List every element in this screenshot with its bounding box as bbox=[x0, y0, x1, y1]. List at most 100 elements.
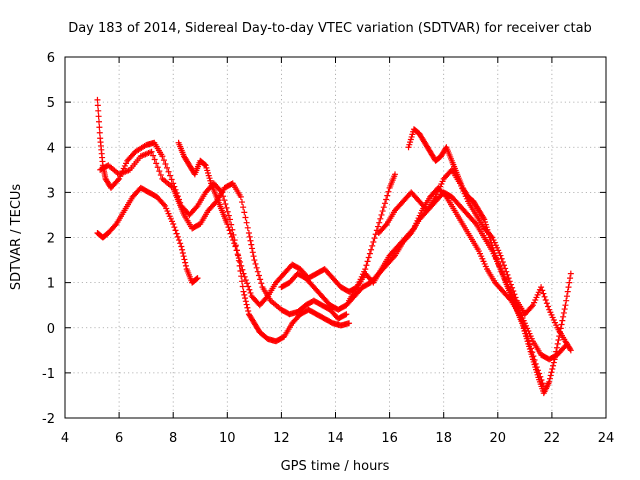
x-tick-label: 16 bbox=[381, 431, 398, 446]
series-track-2 bbox=[94, 184, 201, 286]
data-point-marker bbox=[148, 148, 155, 155]
data-point-marker bbox=[409, 226, 416, 233]
x-tick-label: 22 bbox=[544, 431, 561, 446]
grid bbox=[65, 57, 606, 418]
x-tick-label: 24 bbox=[598, 431, 615, 446]
data-point-marker bbox=[506, 278, 513, 285]
data-point-marker bbox=[242, 295, 249, 302]
series-track-8 bbox=[346, 184, 547, 390]
data-point-marker bbox=[252, 260, 259, 267]
series-track-7 bbox=[375, 166, 574, 354]
data-point-marker bbox=[532, 360, 539, 367]
series-track-3 bbox=[97, 148, 350, 322]
data-point-marker bbox=[255, 272, 262, 279]
data-point-marker bbox=[522, 327, 529, 334]
data-point-marker bbox=[178, 243, 185, 250]
data-point-marker bbox=[528, 345, 535, 352]
data-point-marker bbox=[237, 258, 244, 265]
data-point-marker bbox=[241, 273, 248, 280]
data-point-marker bbox=[224, 220, 231, 227]
data-point-marker bbox=[150, 152, 157, 159]
data-point-marker bbox=[174, 233, 181, 240]
data-point-marker bbox=[507, 281, 514, 288]
data-point-marker bbox=[559, 317, 566, 324]
data-point-marker bbox=[201, 161, 208, 168]
data-point-marker bbox=[179, 246, 186, 253]
data-point-marker bbox=[545, 303, 552, 310]
data-point-marker bbox=[245, 307, 252, 314]
data-point-marker bbox=[503, 268, 510, 275]
data-point-marker bbox=[521, 324, 528, 331]
data-point-marker bbox=[246, 286, 253, 293]
data-point-marker bbox=[383, 196, 390, 203]
data-point-marker bbox=[162, 161, 169, 168]
data-point-marker bbox=[254, 268, 261, 275]
data-point-marker bbox=[240, 204, 247, 211]
data-point-marker bbox=[538, 284, 545, 291]
x-tick-label: 14 bbox=[327, 431, 344, 446]
data-point-marker bbox=[379, 208, 386, 215]
data-point-marker bbox=[381, 200, 388, 207]
y-tick-label: 2 bbox=[47, 232, 55, 247]
y-tick-label: -1 bbox=[42, 367, 55, 382]
data-point-marker bbox=[182, 262, 189, 269]
data-point-marker bbox=[168, 176, 175, 183]
data-point-marker bbox=[519, 320, 526, 327]
data-point-marker bbox=[548, 369, 555, 376]
data-point-marker bbox=[263, 294, 270, 301]
data-point-marker bbox=[95, 107, 102, 114]
series-track-6 bbox=[405, 126, 574, 397]
data-point-marker bbox=[540, 383, 547, 390]
data-point-marker bbox=[156, 168, 163, 175]
data-point-marker bbox=[371, 235, 378, 242]
data-point-marker bbox=[224, 208, 231, 215]
data-point-marker bbox=[525, 337, 532, 344]
data-point-marker bbox=[547, 372, 554, 379]
data-point-marker bbox=[238, 262, 245, 269]
data-point-marker bbox=[243, 219, 250, 226]
data-point-marker bbox=[227, 230, 234, 237]
data-point-marker bbox=[511, 291, 518, 298]
data-point-marker bbox=[384, 192, 391, 199]
data-point-marker bbox=[567, 270, 574, 277]
data-point-marker bbox=[565, 284, 572, 291]
data-point-marker bbox=[228, 233, 235, 240]
y-axis-label: SDTVAR / TECUs bbox=[9, 184, 24, 291]
data-point-marker bbox=[539, 380, 546, 387]
data-point-marker bbox=[567, 347, 574, 354]
data-point-marker bbox=[480, 215, 487, 222]
data-point-marker bbox=[524, 333, 531, 340]
data-point-marker bbox=[499, 258, 506, 265]
data-point-marker bbox=[561, 306, 568, 313]
data-point-marker bbox=[96, 118, 103, 125]
data-point-marker bbox=[243, 301, 250, 308]
data-point-marker bbox=[233, 247, 240, 254]
data-point-marker bbox=[364, 258, 371, 265]
data-point-marker bbox=[566, 279, 573, 286]
data-point-marker bbox=[563, 297, 570, 304]
x-tick-label: 20 bbox=[490, 431, 507, 446]
data-point-marker bbox=[526, 341, 533, 348]
data-point-marker bbox=[531, 356, 538, 363]
data-point-marker bbox=[541, 293, 548, 300]
data-point-marker bbox=[179, 249, 186, 256]
data-point-marker bbox=[171, 224, 178, 231]
data-point-marker bbox=[230, 237, 237, 244]
data-point-marker bbox=[160, 201, 167, 208]
data-point-marker bbox=[530, 353, 537, 360]
data-point-marker bbox=[241, 209, 248, 216]
data-point-marker bbox=[231, 240, 238, 247]
data-point-marker bbox=[553, 348, 560, 355]
data-point-marker bbox=[560, 313, 567, 320]
data-point-marker bbox=[244, 280, 251, 287]
data-point-marker bbox=[177, 240, 184, 247]
data-point-marker bbox=[365, 254, 372, 261]
data-point-marker bbox=[550, 362, 557, 369]
data-point-marker bbox=[507, 296, 514, 303]
data-point-marker bbox=[257, 276, 264, 283]
data-point-marker bbox=[370, 239, 377, 246]
data-point-marker bbox=[528, 303, 535, 310]
data-point-marker bbox=[368, 246, 375, 253]
data-point-marker bbox=[157, 171, 164, 178]
